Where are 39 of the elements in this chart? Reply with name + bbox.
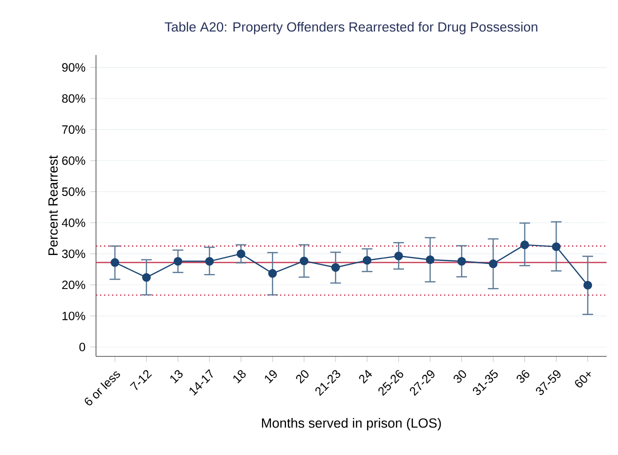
x-tick-label: 60+ bbox=[575, 372, 591, 388]
y-axis-title: Percent Rearrest bbox=[48, 155, 58, 255]
y-tick-label: 90% bbox=[62, 63, 86, 72]
x-tick-label: 6 or less bbox=[84, 371, 120, 406]
point bbox=[174, 256, 182, 266]
y-tick-label: 40% bbox=[62, 218, 86, 228]
y-tick-label: 0 bbox=[79, 342, 86, 352]
point bbox=[520, 240, 530, 250]
point bbox=[362, 256, 372, 265]
point bbox=[236, 249, 246, 258]
x-tick-label: 30 bbox=[454, 370, 466, 383]
x-tick-label: 19 bbox=[264, 370, 277, 384]
point bbox=[488, 259, 498, 268]
y-tick-label: 30% bbox=[62, 250, 86, 258]
x-tick-label: 36 bbox=[516, 370, 530, 383]
x-tick-label: 20 bbox=[296, 370, 308, 384]
point bbox=[300, 256, 308, 266]
x-tick-label: 24 bbox=[359, 370, 372, 384]
point bbox=[394, 252, 403, 260]
y-tick-label: 50% bbox=[62, 187, 86, 196]
y-tick-label: 60% bbox=[62, 156, 86, 165]
point bbox=[142, 273, 151, 282]
x-axis-title: Months served in prison (LOS) bbox=[262, 418, 441, 430]
y-tick-label: 20% bbox=[62, 280, 86, 290]
point bbox=[426, 255, 434, 264]
x-tick-label: 18 bbox=[233, 370, 246, 384]
point bbox=[110, 258, 120, 267]
point bbox=[552, 242, 561, 252]
chart-title: Table A20: Property Offenders Rearrested for Drug Possession bbox=[164, 22, 538, 34]
y-tick-label: 70% bbox=[62, 125, 86, 134]
x-tick-label: 7-12 bbox=[130, 370, 152, 390]
point bbox=[457, 256, 466, 266]
point bbox=[583, 280, 592, 290]
point bbox=[331, 263, 340, 272]
x-tick-label: 13 bbox=[170, 370, 183, 384]
point bbox=[268, 269, 277, 278]
y-tick-label: 10% bbox=[62, 312, 86, 320]
point bbox=[205, 256, 214, 266]
y-tick-label: 80% bbox=[62, 94, 86, 103]
